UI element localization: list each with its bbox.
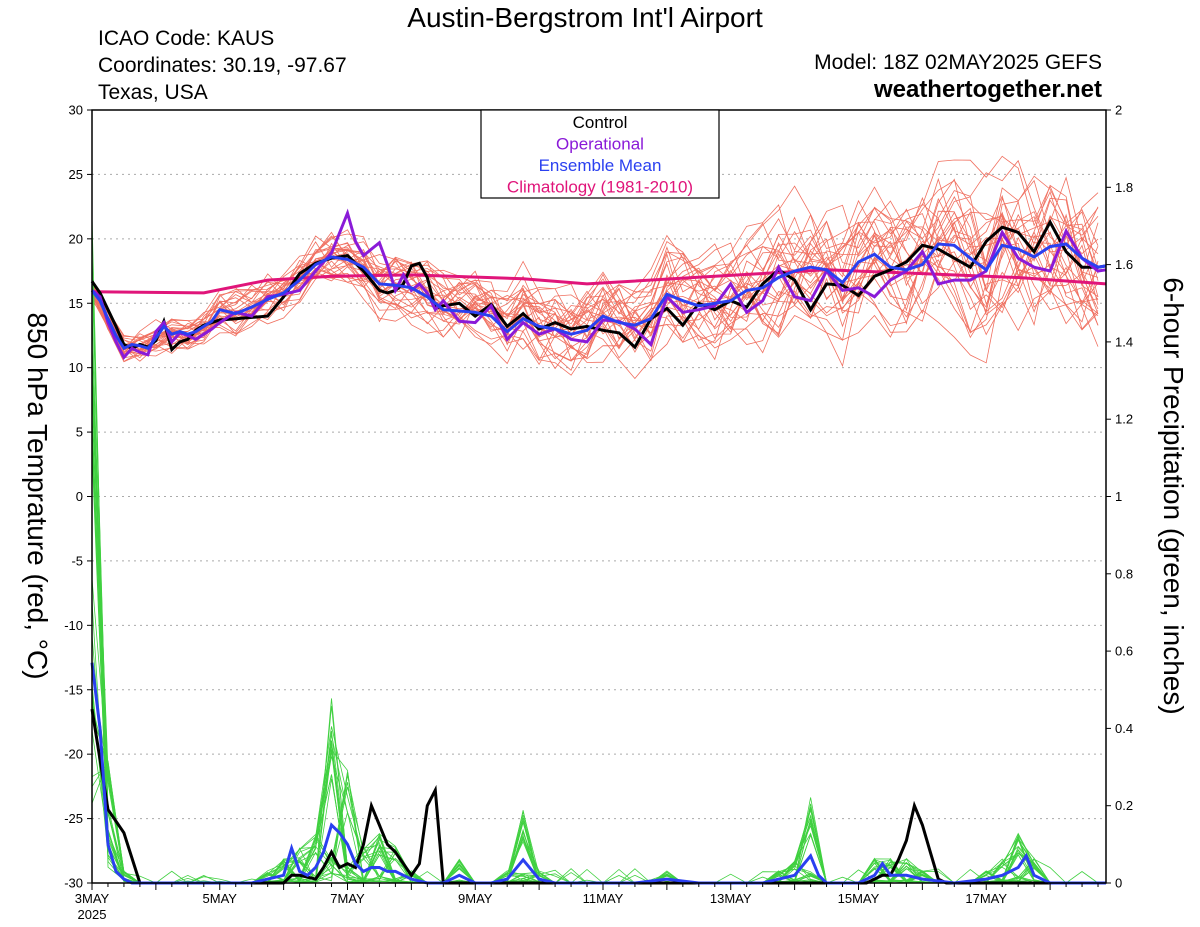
precip-member-line	[91, 422, 1098, 884]
precip-member-line	[91, 251, 1098, 884]
precip-member-line	[91, 697, 1098, 884]
temp-member-line	[91, 196, 1099, 349]
x-tick-label: 3MAY	[75, 891, 110, 906]
x-tick-label: 7MAY	[330, 891, 365, 906]
precip-member-line	[91, 662, 1098, 884]
precip-member-line	[91, 364, 1098, 884]
region: Texas, USA	[98, 81, 208, 104]
precip-member-line	[91, 371, 1098, 884]
precip-member-line	[91, 411, 1098, 884]
y-left-tick-label: -20	[64, 747, 83, 762]
precip-member-line	[91, 760, 1098, 884]
y-left-tick-label: 10	[69, 360, 83, 375]
precip-member-line	[91, 369, 1098, 884]
y-right-tick-label: 1.2	[1115, 412, 1133, 427]
y-left-tick-label: -30	[64, 876, 83, 891]
y-right-tick-label: 0.4	[1115, 721, 1133, 736]
x-tick-label: 11MAY	[583, 891, 624, 906]
temp-member-line	[91, 211, 1099, 362]
icao-code: ICAO Code: KAUS	[98, 27, 275, 50]
x-tick-label: 15MAY	[838, 891, 880, 906]
precip-member-line	[91, 726, 1098, 884]
precip-member-line	[91, 730, 1098, 884]
temp-member-line	[91, 211, 1099, 366]
precip-member-line	[91, 272, 1098, 884]
legend-entry-climatology-1981-2010: Climatology (1981-2010)	[507, 178, 693, 197]
legend-entry-operational: Operational	[556, 135, 644, 154]
legend-entry-ensemble-mean: Ensemble Mean	[539, 156, 662, 175]
temp-member-line	[91, 217, 1099, 363]
y-left-tick-label: 0	[76, 489, 83, 504]
precip-member-line	[91, 257, 1098, 884]
temp-member-line	[91, 186, 1099, 362]
temp-member-line	[91, 175, 1099, 370]
precip-member-line	[91, 371, 1098, 884]
plot-border	[91, 109, 1107, 884]
temp-member-line	[91, 196, 1099, 350]
control-precip-line	[90, 708, 1106, 885]
y-left-tick-label: 20	[69, 231, 83, 246]
axis-ticks: 302520151050-5-10-15-20-25-3021.81.61.41…	[64, 103, 1133, 923]
x-tick-label: 17MAY	[965, 891, 1007, 906]
y-right-tick-label: 0	[1115, 876, 1122, 891]
precip-member-line	[91, 351, 1099, 884]
y-left-tick-label: -25	[64, 811, 83, 826]
y-left-tick-label: 15	[69, 296, 83, 311]
mean-temp-line	[90, 242, 1107, 351]
x-tick-sublabel: 2025	[78, 907, 107, 922]
precip-member-line	[91, 690, 1098, 884]
precip-member-line	[91, 684, 1098, 884]
x-tick-label: 5MAY	[203, 891, 238, 906]
precip-member-line	[91, 438, 1098, 885]
y-left-tick-label: -5	[71, 553, 83, 568]
y-right-tick-label: 0.8	[1115, 566, 1133, 581]
y-axis-right-title: 6-hour Precipitation (green, inches)	[1158, 277, 1189, 714]
y-right-tick-label: 1.4	[1115, 334, 1133, 349]
precip-member-line	[91, 760, 1098, 884]
site-link[interactable]: weathertogether.net	[873, 76, 1102, 103]
coordinates: Coordinates: 30.19, -97.67	[98, 54, 347, 77]
temp-member-line	[91, 185, 1099, 362]
x-tick-label: 13MAY	[710, 891, 752, 906]
y-right-tick-label: 0.6	[1115, 644, 1133, 659]
y-right-tick-label: 1.6	[1115, 257, 1133, 272]
y-right-tick-label: 1.8	[1115, 180, 1133, 195]
climatology-line	[91, 268, 1107, 295]
legend-entry-control: Control	[573, 113, 628, 132]
precip-member-line	[91, 432, 1098, 884]
y-left-tick-label: -15	[64, 682, 83, 697]
model-run: Model: 18Z 02MAY2025 GEFS	[814, 51, 1102, 74]
precip-member-line	[91, 388, 1098, 884]
ensemble-members	[91, 155, 1099, 885]
y-left-tick-label: 25	[69, 167, 83, 182]
precip-member-line	[91, 578, 1098, 884]
precip-member-line	[91, 704, 1098, 884]
legend-box	[480, 109, 720, 199]
y-left-tick-label: 30	[69, 103, 83, 118]
chart-title: Austin-Bergstrom Int'l Airport	[407, 2, 763, 33]
mean-precip-line	[90, 662, 1106, 885]
precip-member-line	[91, 635, 1098, 884]
y-right-tick-label: 2	[1115, 103, 1122, 118]
y-right-tick-label: 0.2	[1115, 798, 1133, 813]
precip-member-line	[91, 339, 1098, 884]
x-tick-label: 9MAY	[458, 891, 493, 906]
y-left-tick-label: -10	[64, 618, 83, 633]
y-axis-left-title: 850 hPa Temprature (red, °C)	[22, 312, 53, 679]
y-left-tick-label: 5	[76, 425, 83, 440]
y-right-tick-label: 1	[1115, 489, 1122, 504]
precip-member-line	[91, 715, 1098, 884]
plot-frame	[91, 109, 1107, 884]
legend: Control Operational Ensemble Mean Climatolo…	[480, 109, 720, 199]
precip-member-line	[91, 601, 1098, 884]
precip-member-line	[91, 310, 1098, 884]
